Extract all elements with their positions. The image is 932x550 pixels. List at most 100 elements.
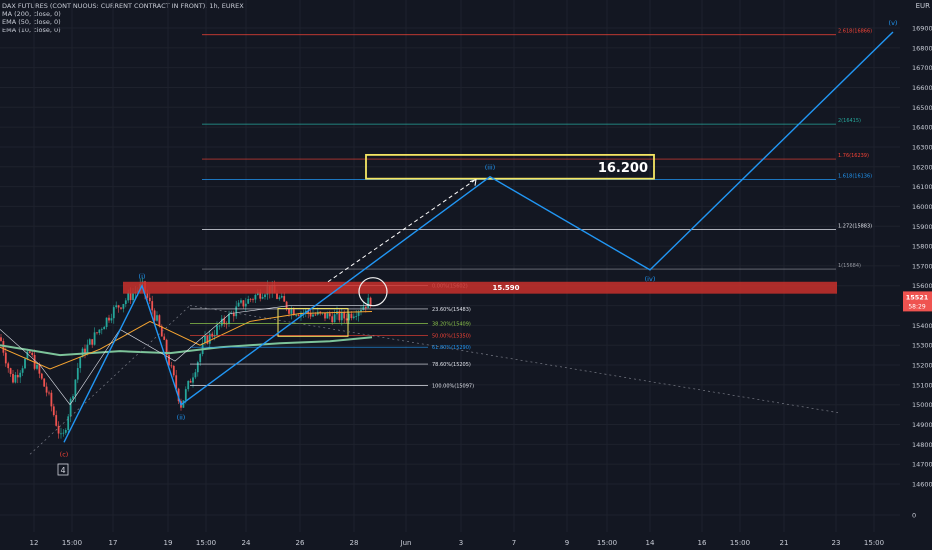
- candle-body: [199, 354, 202, 363]
- fib-extension-label: 1(15684): [838, 263, 861, 269]
- candle-body: [127, 292, 130, 301]
- wave-label: (ii): [177, 414, 186, 422]
- fib-retracement-label: 50.00%(15350): [432, 333, 471, 339]
- candle-body: [112, 307, 115, 319]
- candle-body: [292, 309, 295, 316]
- candle-body: [12, 373, 14, 383]
- wave-label: (c): [60, 450, 69, 458]
- y-tick-label: 15900: [912, 223, 932, 231]
- y-tick-label: 16000: [912, 203, 932, 211]
- candle-body: [148, 297, 151, 302]
- candle-body: [146, 293, 149, 298]
- candle-body: [280, 296, 283, 298]
- candle-body: [290, 309, 293, 314]
- candle-body: [189, 380, 192, 383]
- candle-body: [9, 368, 12, 374]
- x-tick-label: 28: [350, 539, 359, 547]
- candle-body: [343, 312, 346, 319]
- candle-body: [124, 300, 127, 305]
- candle-body: [340, 312, 343, 321]
- candle-body: [194, 372, 197, 378]
- candle-body: [177, 388, 180, 402]
- indicator-ema50[interactable]: EMA (50, close, 0): [2, 18, 61, 26]
- candle-body: [218, 325, 221, 327]
- x-tick-label: 9: [565, 539, 569, 547]
- candle-body: [108, 317, 110, 321]
- candle-body: [242, 300, 245, 307]
- candle-body: [362, 306, 365, 310]
- x-tick-label: 15:00: [196, 539, 216, 547]
- fibonacci-levels: 0.00%(15602)23.60%(15483)38.20%(15409)50…: [190, 29, 872, 389]
- wave-label: (v): [889, 19, 898, 27]
- candle-body: [74, 379, 77, 397]
- wave-label: (iii): [485, 164, 496, 172]
- fib-extension-label: 1.76(16239): [838, 153, 869, 159]
- chart-title[interactable]: DAX FUTURES (CONTINUOUS: CURRENT CONTRAC…: [2, 2, 244, 10]
- consolidation-box: [277, 308, 349, 337]
- resistance-zone: [123, 281, 837, 294]
- candle-body: [76, 368, 79, 380]
- candle-body: [86, 344, 89, 355]
- y-tick-label: 16600: [912, 84, 932, 92]
- currency-label: EUR: [915, 2, 930, 10]
- candle-body: [324, 312, 326, 319]
- candle-body: [285, 301, 288, 310]
- x-tick-label: 15:00: [597, 539, 617, 547]
- candle-body: [4, 352, 7, 364]
- candle-body: [31, 352, 34, 355]
- candle-body: [288, 309, 290, 314]
- candle-body: [312, 314, 314, 317]
- indicator-ma200[interactable]: MA (200, close, 0): [2, 10, 61, 18]
- candle-body: [367, 297, 370, 309]
- y-tick-label: 16400: [912, 124, 932, 132]
- candle-body: [213, 335, 216, 337]
- candle-body: [45, 386, 48, 393]
- fib-retracement-label: 78.60%(15205): [432, 362, 471, 368]
- candle-body: [331, 316, 334, 323]
- price-axis: 12 15:00 17 19 15:00 24 26 28 Jun 3 7 9 15:00 14 16 15:…: [30, 25, 932, 547]
- wave-count-label: 4: [60, 466, 65, 475]
- fib-extension-label: 2(16415): [838, 118, 861, 124]
- y-tick-label: 15400: [912, 322, 932, 330]
- candle-body: [103, 326, 106, 330]
- y-tick-label: 15700: [912, 262, 932, 270]
- candle-body: [254, 294, 257, 300]
- candle-body: [350, 313, 353, 319]
- candle-body: [196, 362, 199, 373]
- candle-body: [328, 313, 331, 317]
- candle-body: [184, 389, 187, 401]
- candle-body: [57, 425, 60, 434]
- candle-body: [115, 305, 118, 308]
- x-tick-label: 24: [242, 539, 251, 547]
- candlestick-series: [0, 277, 372, 439]
- candle-body: [235, 306, 238, 317]
- y-tick-label: 15000: [912, 401, 932, 409]
- candle-body: [276, 293, 278, 299]
- y-tick-label: 16700: [912, 64, 932, 72]
- fib-retracement-label: 38.20%(15409): [432, 322, 471, 328]
- candle-body: [43, 378, 46, 387]
- y-tick-label: 0: [912, 512, 916, 520]
- candle-body: [50, 392, 53, 407]
- indicator-ema10[interactable]: EMA (10, close, 0): [2, 26, 61, 34]
- candle-body: [120, 307, 122, 309]
- candle-body: [172, 365, 175, 376]
- candle-body: [153, 310, 156, 321]
- y-tick-label: 14600: [912, 481, 932, 489]
- candle-body: [369, 297, 372, 307]
- fib-extension-label: 1.272(15883): [838, 224, 872, 230]
- candle-body: [98, 329, 101, 333]
- candle-body: [259, 292, 262, 299]
- x-tick-label: 15:00: [730, 539, 750, 547]
- fib-retracement-label: 61.80%(15290): [432, 345, 471, 351]
- candle-body: [19, 372, 22, 378]
- wave-count-box: [57, 463, 69, 476]
- y-tick-label: 16300: [912, 143, 932, 151]
- candle-body: [16, 374, 19, 378]
- chart-header: DAX FUTURES (CONTINUOUS: CURRENT CONTRAC…: [2, 2, 244, 34]
- x-tick-label: Jun: [400, 539, 412, 547]
- candle-body: [216, 325, 218, 336]
- candle-body: [93, 332, 96, 345]
- x-tick-label: 15:00: [864, 539, 884, 547]
